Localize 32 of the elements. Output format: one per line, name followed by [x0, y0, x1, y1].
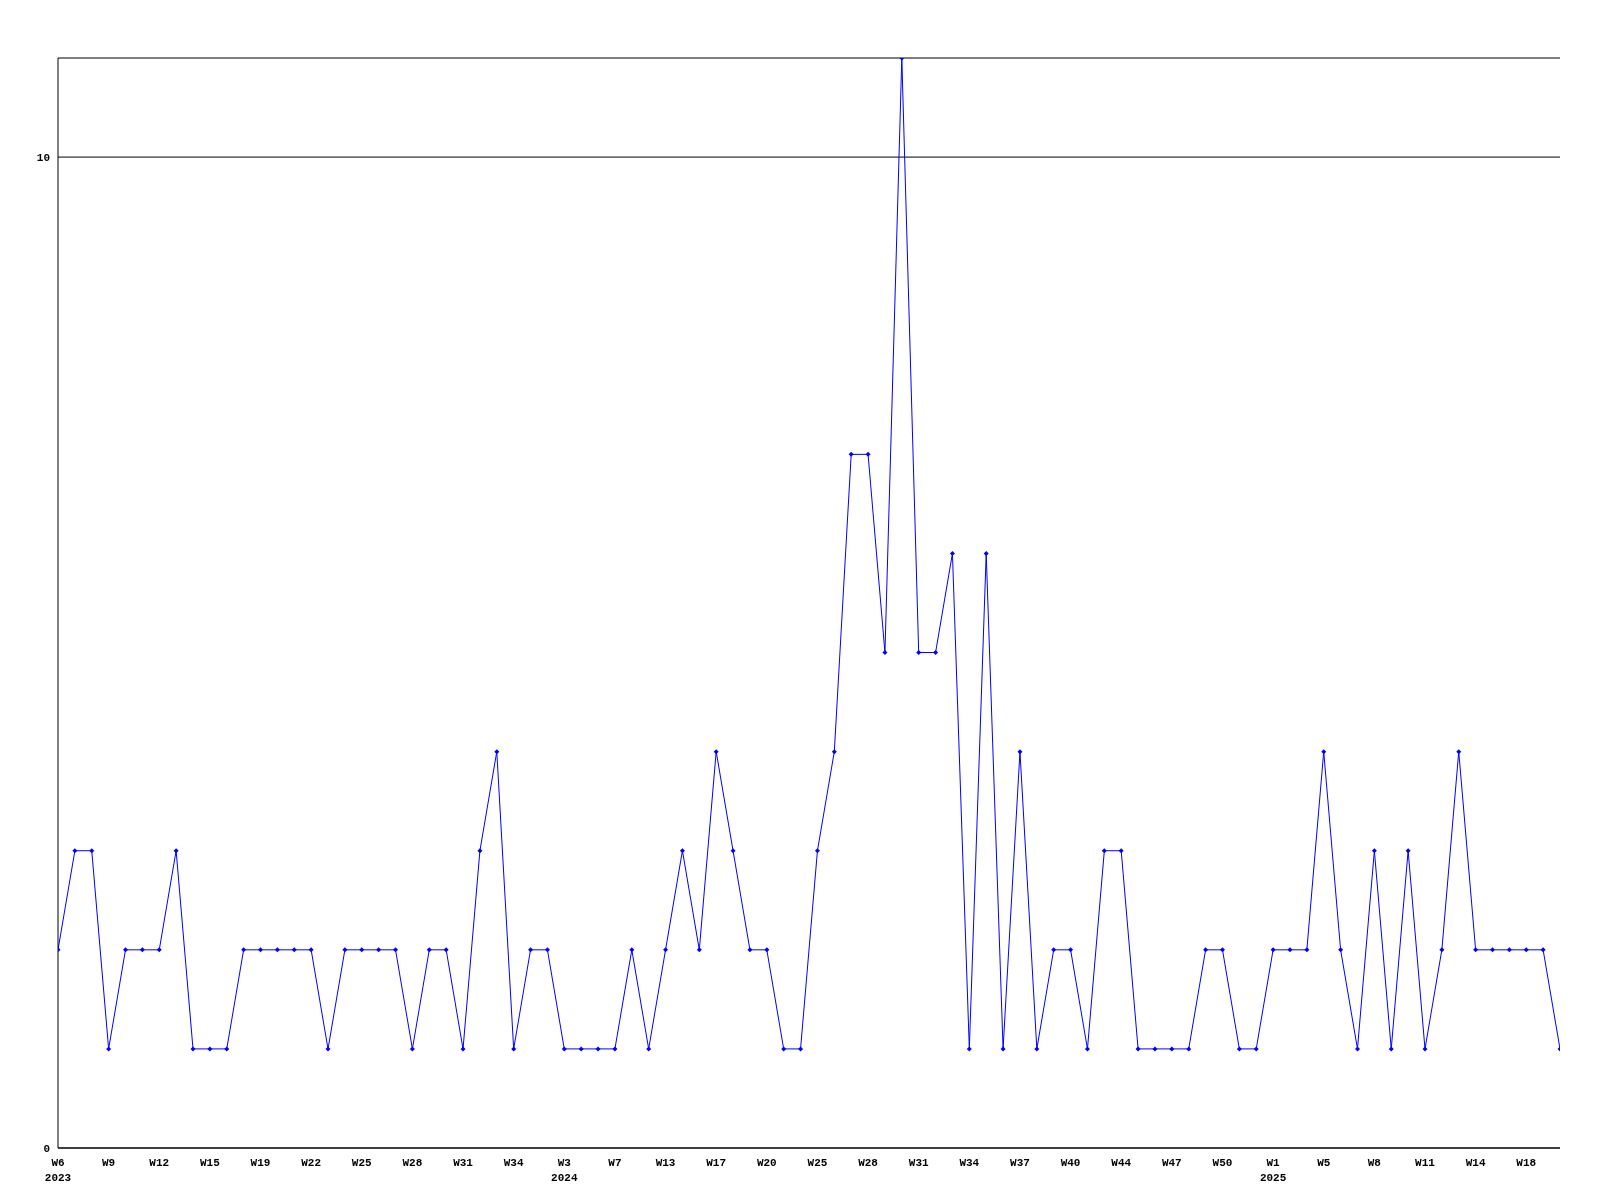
- x-tick-label: W17: [706, 1157, 727, 1169]
- x-tick-label: W3 2024: [551, 1157, 578, 1184]
- x-tick-label: W47: [1161, 1157, 1182, 1169]
- x-tick-label: W9: [102, 1157, 116, 1169]
- x-tick-label: W18: [1516, 1157, 1537, 1169]
- x-tick-label: W7: [608, 1157, 622, 1169]
- x-tick-label: W31: [453, 1157, 474, 1169]
- x-tick-label: W31: [908, 1157, 929, 1169]
- y-tick-label: 10: [36, 152, 50, 164]
- x-tick-label: W11: [1415, 1157, 1436, 1169]
- x-tick-label: W37: [1010, 1157, 1030, 1169]
- y-tick-label: 0: [43, 1142, 50, 1155]
- x-tick-label: W14: [1465, 1157, 1486, 1169]
- x-tick-label: W15: [199, 1157, 221, 1169]
- x-tick-label: W6 2023: [44, 1157, 72, 1184]
- x-tick-label: W28: [858, 1157, 879, 1169]
- x-tick-label: W44: [1111, 1157, 1132, 1169]
- x-tick-label: W20: [756, 1157, 777, 1169]
- x-tick-label: W25: [351, 1157, 373, 1169]
- x-tick-label: W34: [503, 1157, 524, 1169]
- x-tick-label: W1 2025: [1259, 1157, 1287, 1184]
- x-tick-label: W25: [807, 1157, 828, 1169]
- x-tick-label: W12: [149, 1157, 170, 1169]
- x-tick-label: W5: [1317, 1157, 1331, 1169]
- x-tick-label: W28: [402, 1157, 423, 1169]
- x-tick-label: W40: [1060, 1157, 1081, 1169]
- x-tick-label: W50: [1212, 1157, 1233, 1169]
- x-tick-label: W22: [301, 1157, 322, 1169]
- x-tick-label: W34: [959, 1157, 980, 1169]
- x-tick-label: W19: [250, 1157, 271, 1169]
- x-tick-label: W8: [1367, 1157, 1382, 1169]
- x-tick-label: W13: [655, 1157, 676, 1169]
